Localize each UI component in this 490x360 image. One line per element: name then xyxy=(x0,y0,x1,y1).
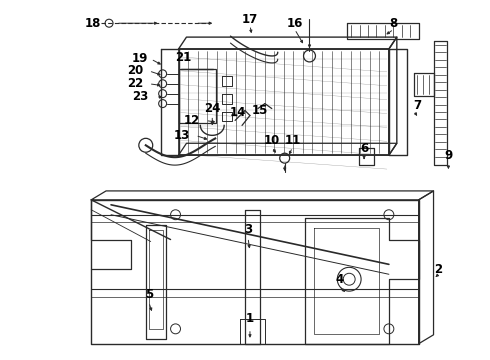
Bar xyxy=(178,69,216,123)
Text: 17: 17 xyxy=(242,13,258,26)
Text: 11: 11 xyxy=(285,134,301,147)
Text: 23: 23 xyxy=(132,90,149,103)
Text: 14: 14 xyxy=(230,106,246,119)
Text: 10: 10 xyxy=(264,134,280,147)
Text: 24: 24 xyxy=(204,102,221,115)
Text: 8: 8 xyxy=(390,17,398,30)
Text: 4: 4 xyxy=(335,273,343,286)
Text: 6: 6 xyxy=(360,142,368,155)
Text: 12: 12 xyxy=(184,114,200,127)
Text: 1: 1 xyxy=(246,312,254,325)
Text: 13: 13 xyxy=(174,129,191,142)
Text: 16: 16 xyxy=(287,17,303,30)
Text: 15: 15 xyxy=(252,104,268,117)
Text: 18: 18 xyxy=(85,17,101,30)
Text: 2: 2 xyxy=(435,263,442,276)
Text: 20: 20 xyxy=(127,64,144,77)
Text: 7: 7 xyxy=(414,99,422,112)
Text: 22: 22 xyxy=(127,77,144,90)
Text: 21: 21 xyxy=(175,51,192,64)
Text: 9: 9 xyxy=(444,149,453,162)
Text: 3: 3 xyxy=(244,223,252,236)
Text: 19: 19 xyxy=(131,53,148,66)
Text: 5: 5 xyxy=(145,288,153,301)
